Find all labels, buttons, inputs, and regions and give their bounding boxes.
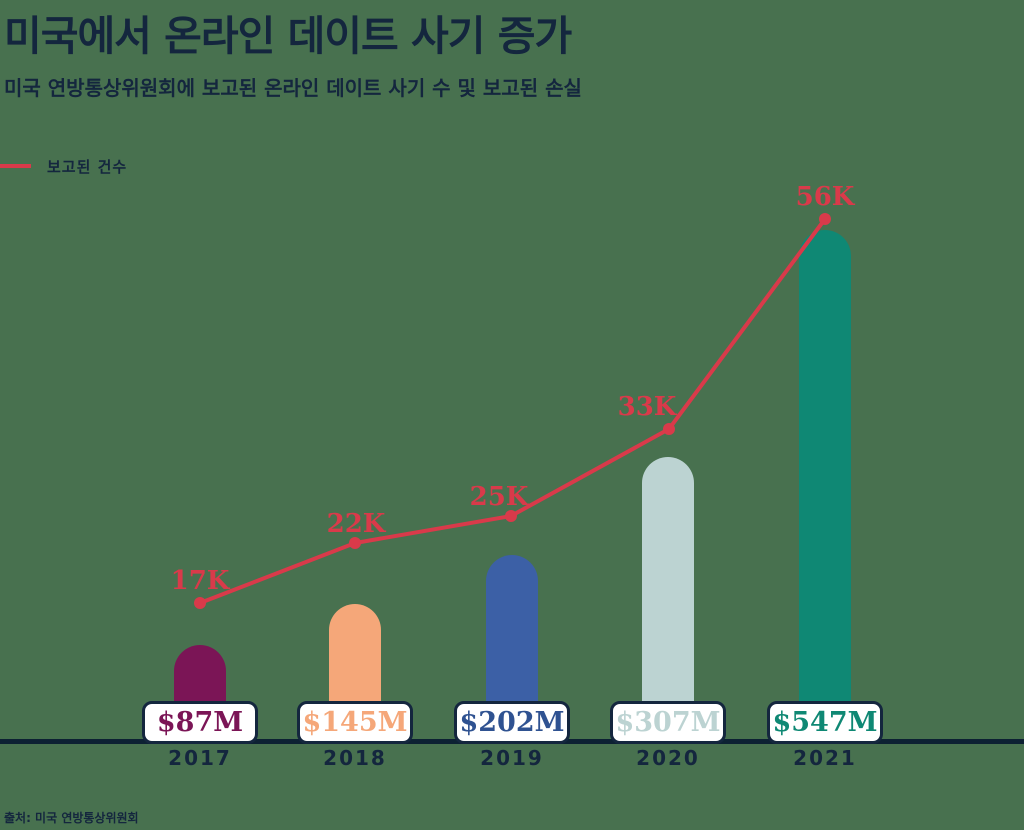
line-marker-2017	[194, 597, 206, 609]
page-title: 미국에서 온라인 데이트 사기 증가	[4, 12, 572, 60]
legend-line-swatch-icon	[0, 164, 31, 168]
legend: 보고된 건수	[0, 152, 127, 180]
value-box-2020: $307M	[610, 701, 726, 744]
loss-value-2021: $547M	[772, 707, 878, 738]
bar-2020	[642, 457, 694, 744]
x-tick-2020: 2020	[636, 746, 700, 770]
value-box-2018: $145M	[297, 701, 413, 744]
loss-value-2017: $87M	[156, 707, 244, 738]
value-box-2021: $547M	[767, 701, 883, 744]
loss-value-2019: $202M	[459, 707, 565, 738]
loss-value-2018: $145M	[302, 707, 408, 738]
line-label-17k: 17K	[170, 566, 230, 596]
value-box-2017: $87M	[142, 701, 258, 744]
line-path	[199, 217, 827, 605]
line-label-33k: 33K	[617, 392, 677, 422]
line-marker-2019	[505, 510, 517, 522]
x-tick-2019: 2019	[480, 746, 544, 770]
value-box-2019: $202M	[454, 701, 570, 744]
x-tick-2021: 2021	[793, 746, 857, 770]
line-label-56k: 56K	[795, 182, 855, 212]
x-tick-2017: 2017	[168, 746, 232, 770]
loss-value-2020: $307M	[615, 707, 721, 738]
legend-label: 보고된 건수	[47, 157, 128, 176]
line-label-25k: 25K	[469, 482, 529, 512]
page-subtitle: 미국 연방통상위원회에 보고된 온라인 데이트 사기 수 및 보고된 손실	[4, 76, 582, 100]
line-marker-2021	[819, 213, 831, 225]
line-marker-2020	[663, 423, 675, 435]
x-tick-2018: 2018	[323, 746, 387, 770]
source-note: 출처: 미국 연방통상위원회	[4, 811, 139, 825]
line-label-22k: 22K	[326, 509, 386, 539]
line-marker-2018	[349, 537, 361, 549]
bar-2021	[799, 230, 851, 744]
